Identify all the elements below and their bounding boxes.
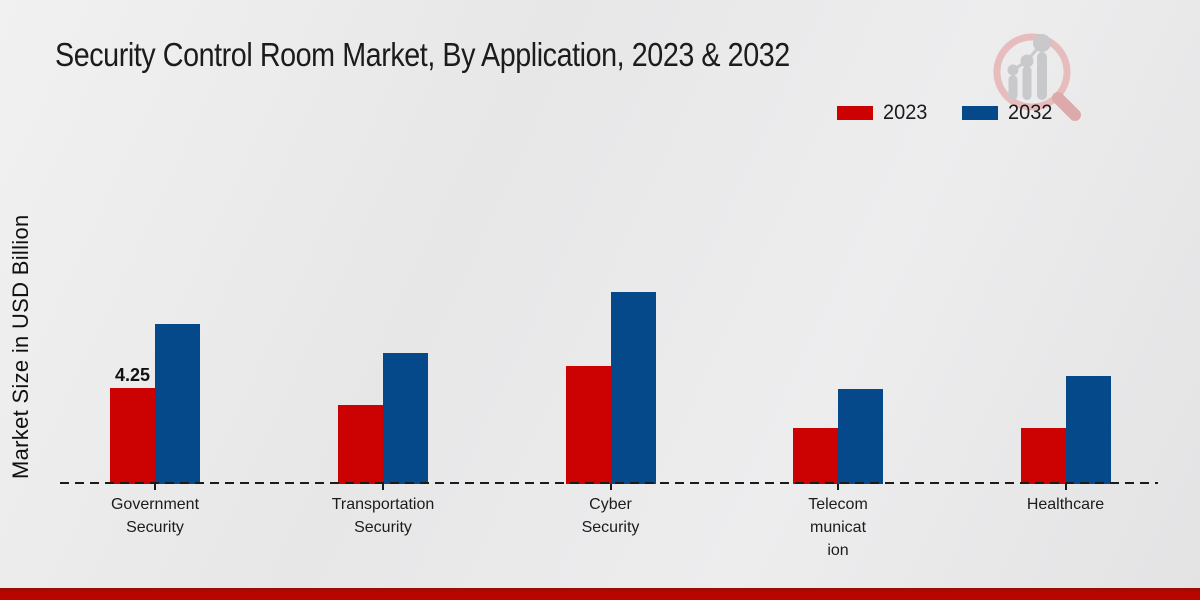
- legend-item-2032[interactable]: 2032: [961, 101, 1055, 125]
- chart-title: Security Control Room Market, By Applica…: [55, 36, 790, 73]
- value-label-2023-government-security: 4.25: [114, 364, 151, 385]
- x-axis-tick-transportation-security: [382, 484, 384, 490]
- category-label-government-security: Government Security: [110, 496, 200, 536]
- bar-2032-government-security[interactable]: [155, 323, 200, 484]
- bar-2023-government-security[interactable]: [110, 387, 155, 484]
- bar-2023-cyber-security[interactable]: [565, 366, 611, 484]
- magnifier-bar-chart-logo: [993, 33, 1081, 121]
- bar-2032-healthcare[interactable]: [1065, 375, 1111, 484]
- category-label-transportation-security: Transportation Security: [331, 496, 435, 536]
- legend-label-2032: 2032: [1007, 101, 1053, 124]
- bar-2032-cyber-security[interactable]: [610, 291, 656, 484]
- legend-item-2023[interactable]: 2023: [837, 101, 930, 125]
- x-axis-tick-cyber-security: [609, 484, 612, 490]
- legend: 2023 2032: [837, 101, 1054, 125]
- legend-swatch-2023: [837, 106, 873, 120]
- x-axis-baseline: [60, 482, 1158, 484]
- legend-label-2023: 2023: [883, 101, 928, 124]
- legend-swatch-2032: [961, 106, 998, 120]
- bar-2023-transportation-security[interactable]: [338, 404, 383, 484]
- category-label-healthcare: Healthcare: [1026, 496, 1105, 513]
- x-axis-tick-healthcare: [1064, 484, 1067, 490]
- x-axis-tick-telecom-municat-ion: [837, 484, 839, 490]
- bar-2032-transportation-security[interactable]: [383, 352, 428, 484]
- footer-accent-bar: [0, 588, 1200, 600]
- bar-2023-healthcare[interactable]: [1020, 427, 1066, 484]
- bar-2023-telecom-municat-ion[interactable]: [793, 427, 838, 484]
- category-label-telecom-municat-ion: Telecom municat ion: [808, 496, 868, 559]
- x-axis-tick-government-security: [154, 484, 156, 490]
- category-label-cyber-security: Cyber Security: [581, 496, 640, 536]
- bar-2032-telecom-municat-ion[interactable]: [838, 389, 883, 484]
